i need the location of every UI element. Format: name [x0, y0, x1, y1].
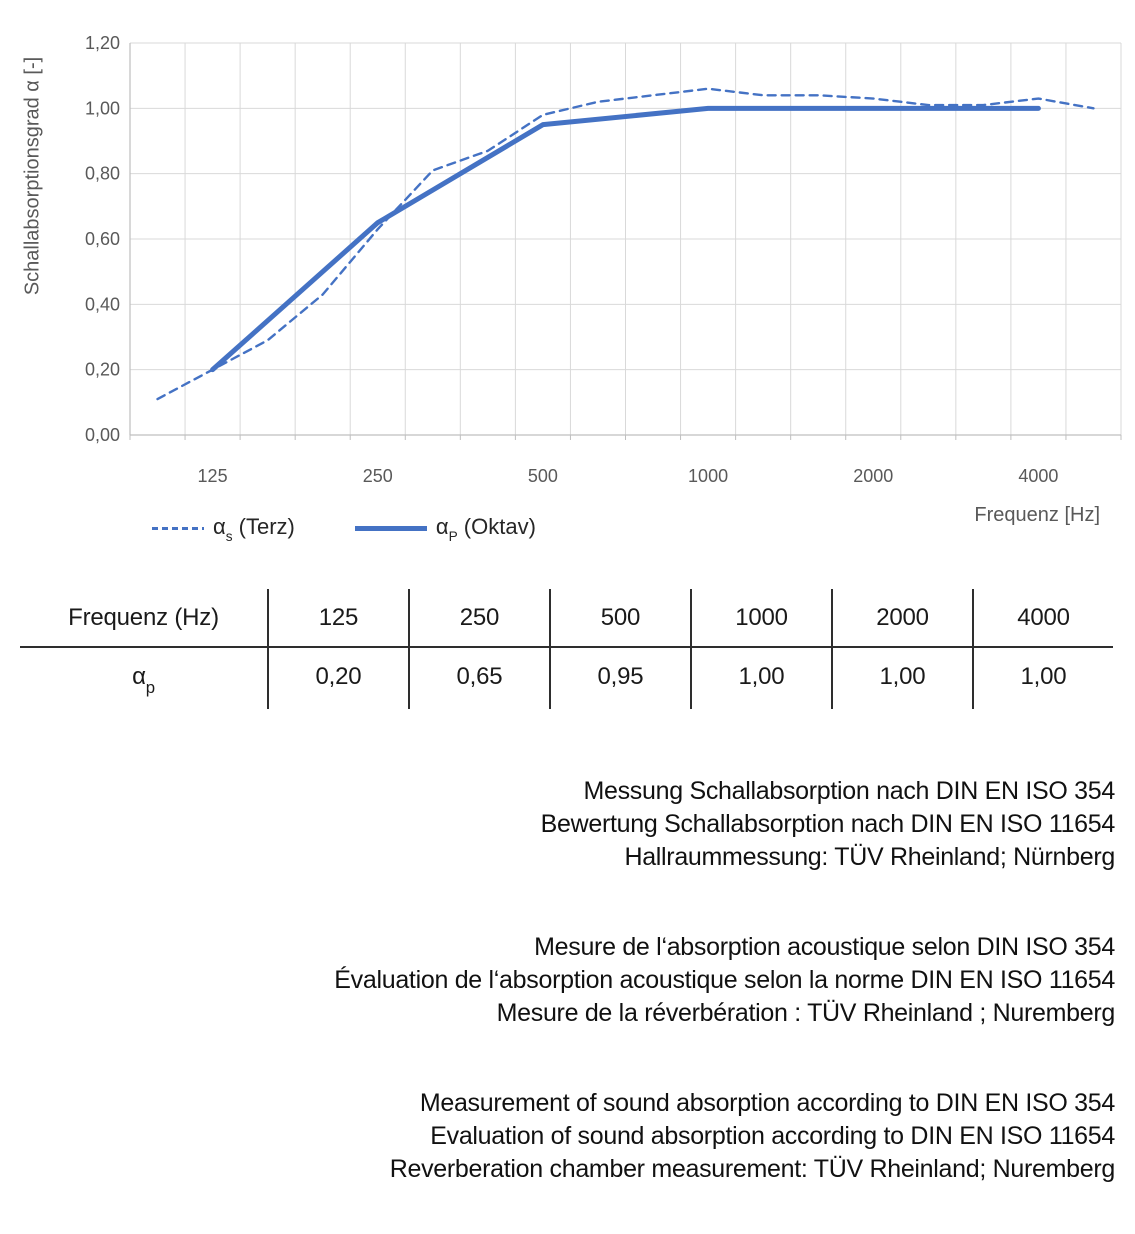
svg-text:4000: 4000: [1018, 466, 1058, 486]
svg-text:1,20: 1,20: [85, 33, 120, 53]
absorption-table: Frequenz (Hz) 125 250 500 1000 2000 4000…: [20, 589, 1113, 709]
measurement-notes: Messung Schallabsorption nach DIN EN ISO…: [0, 775, 1115, 1186]
svg-text:0,80: 0,80: [85, 164, 120, 184]
note-line: Mesure de l‘absorption acoustique selon …: [534, 932, 1115, 961]
table-header-4000: 4000: [972, 589, 1113, 648]
legend-item-terz: αs (Terz): [152, 514, 295, 545]
table-header-500: 500: [549, 589, 690, 648]
y-axis-title: Schallabsorptionsgrad α [-]: [21, 56, 44, 296]
svg-text:250: 250: [363, 466, 393, 486]
svg-text:1,00: 1,00: [85, 98, 120, 118]
note-line: Hallraummessung: TÜV Rheinland; Nürnberg: [624, 842, 1115, 871]
dashed-line-swatch: [152, 526, 204, 530]
table-value-500: 0,95: [549, 648, 690, 709]
table-value-2000: 1,00: [831, 648, 972, 709]
svg-text:2000: 2000: [853, 466, 893, 486]
note-line: Measurement of sound absorption accordin…: [419, 1088, 1115, 1117]
note-line: Reverberation chamber measurement: TÜV R…: [389, 1154, 1116, 1183]
svg-text:0,00: 0,00: [85, 425, 120, 445]
note-line: Evaluation of sound absorption according…: [430, 1121, 1115, 1150]
table-header-1000: 1000: [690, 589, 831, 648]
table-value-4000: 1,00: [972, 648, 1113, 709]
legend-label-terz: αs (Terz): [213, 514, 295, 545]
table-header-frequency: Frequenz (Hz): [20, 589, 267, 648]
table-value-125: 0,20: [267, 648, 408, 709]
legend-label-oktav: αP (Oktav): [435, 514, 536, 545]
note-block-french: Mesure de l‘absorption acoustique selon …: [0, 931, 1115, 1030]
svg-text:0,20: 0,20: [85, 360, 120, 380]
svg-text:0,40: 0,40: [85, 294, 120, 314]
note-line: Mesure de la réverbération : TÜV Rheinla…: [496, 998, 1116, 1027]
table-header-2000: 2000: [831, 589, 972, 648]
svg-text:0,60: 0,60: [85, 229, 120, 249]
table-value-1000: 1,00: [690, 648, 831, 709]
chart-plot-area: 0,00 0,20 0,40 0,60 0,80 1,00 1,20 125 250 500 100…: [85, 33, 1122, 486]
table-row-label-alpha-p: αp: [132, 663, 155, 697]
solid-line-swatch: [354, 525, 427, 531]
legend-item-oktav: αP (Oktav): [354, 514, 536, 545]
svg-text:125: 125: [198, 466, 228, 486]
note-line: Évaluation de l‘absorption acoustique se…: [334, 965, 1115, 994]
sound-absorption-chart: 0,00 0,20 0,40 0,60 0,80 1,00 1,20 125 250 500 100…: [0, 0, 1135, 556]
chart-legend: αs (Terz) αP (Oktav): [152, 514, 536, 545]
table-header-250: 250: [408, 589, 549, 648]
note-line: Messung Schallabsorption nach DIN EN ISO…: [583, 776, 1115, 805]
note-line: Bewertung Schallabsorption nach DIN EN I…: [540, 809, 1116, 838]
svg-text:500: 500: [528, 466, 558, 486]
svg-text:1000: 1000: [688, 466, 728, 486]
note-block-german: Messung Schallabsorption nach DIN EN ISO…: [0, 775, 1116, 874]
x-axis-title: Frequenz [Hz]: [974, 504, 1100, 526]
note-block-english: Measurement of sound absorption accordin…: [0, 1087, 1116, 1186]
table-header-125: 125: [267, 589, 408, 648]
table-value-250: 0,65: [408, 648, 549, 709]
